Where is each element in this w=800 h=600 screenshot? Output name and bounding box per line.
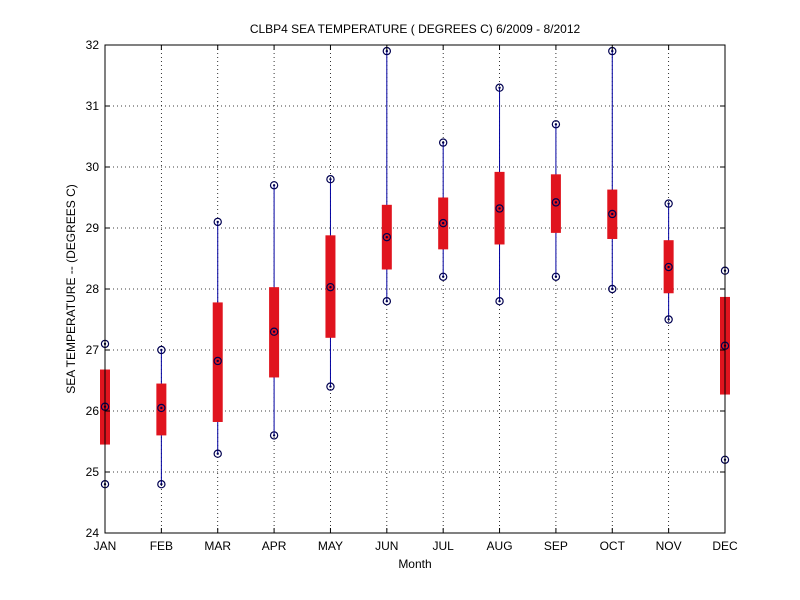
max-marker-dot bbox=[272, 184, 276, 187]
median-marker bbox=[157, 403, 166, 413]
x-tick-label: SEP bbox=[544, 539, 568, 553]
median-marker bbox=[382, 232, 392, 242]
x-tick-label: JUN bbox=[375, 539, 398, 553]
median-marker bbox=[551, 198, 561, 207]
max-marker bbox=[269, 181, 279, 190]
min-marker bbox=[269, 431, 279, 440]
min-marker-dot bbox=[441, 275, 445, 278]
x-tick-label: MAY bbox=[318, 539, 343, 553]
y-tick-label: 24 bbox=[86, 526, 100, 540]
median-marker bbox=[326, 282, 335, 292]
max-marker bbox=[438, 138, 448, 147]
min-marker-dot bbox=[385, 300, 389, 303]
max-marker-dot bbox=[160, 348, 163, 352]
max-marker-dot bbox=[385, 49, 389, 53]
median-marker-dot bbox=[216, 359, 219, 363]
y-tick-label: 32 bbox=[86, 38, 100, 52]
median-marker-dot bbox=[611, 212, 614, 216]
grid-lines bbox=[105, 45, 725, 533]
max-marker bbox=[326, 174, 335, 184]
median-marker-dot bbox=[385, 235, 389, 239]
median-marker-dot bbox=[441, 221, 445, 225]
box bbox=[212, 302, 223, 422]
max-marker-dot bbox=[329, 178, 332, 181]
boxes bbox=[100, 171, 730, 445]
min-marker bbox=[326, 382, 335, 391]
y-tick-label: 27 bbox=[86, 343, 100, 357]
median-marker-dot bbox=[160, 406, 163, 410]
x-tick-label: APR bbox=[262, 539, 287, 553]
y-tick-label: 26 bbox=[86, 404, 100, 418]
x-tick-label: JUL bbox=[433, 539, 455, 553]
median-marker-dot bbox=[329, 285, 332, 289]
median-marker bbox=[608, 209, 617, 219]
median-marker-dot bbox=[667, 265, 670, 269]
chart-title: CLBP4 SEA TEMPERATURE ( DEGREES C) 6/200… bbox=[250, 22, 581, 36]
box bbox=[550, 174, 561, 233]
y-tick-label: 31 bbox=[86, 99, 100, 113]
max-marker bbox=[213, 217, 222, 227]
max-marker-dot bbox=[554, 123, 558, 126]
max-marker-dot bbox=[611, 49, 614, 53]
x-tick-label: OCT bbox=[600, 539, 626, 553]
y-ticks: 24 25 26 27 28 29 30 31 32 bbox=[86, 38, 725, 540]
min-marker-dot bbox=[554, 275, 558, 278]
max-marker-dot bbox=[667, 202, 670, 205]
x-tick-label: NOV bbox=[656, 539, 682, 553]
x-tick-label: JAN bbox=[94, 539, 117, 553]
median-marker bbox=[495, 204, 504, 213]
min-marker bbox=[664, 315, 673, 324]
whiskers bbox=[104, 51, 726, 485]
min-marker bbox=[382, 297, 392, 306]
x-tick-label: AUG bbox=[487, 539, 513, 553]
min-marker bbox=[438, 272, 448, 281]
max-marker-dot bbox=[498, 86, 501, 89]
max-marker-dot bbox=[441, 141, 445, 144]
x-axis-title: Month bbox=[398, 557, 431, 571]
median-marker bbox=[438, 218, 448, 228]
x-tick-label: MAR bbox=[204, 539, 231, 553]
y-tick-label: 28 bbox=[86, 282, 100, 296]
median-marker bbox=[664, 262, 673, 272]
median-marker-dot bbox=[272, 330, 276, 333]
min-marker-dot bbox=[667, 318, 670, 321]
max-marker bbox=[551, 120, 561, 129]
max-marker bbox=[664, 199, 673, 208]
min-marker-dot bbox=[160, 483, 163, 486]
min-marker bbox=[551, 272, 561, 281]
y-axis-title: SEA TEMPERATURE -- (DEGREES C) bbox=[64, 184, 78, 394]
min-marker bbox=[495, 297, 504, 306]
median-marker bbox=[269, 327, 279, 336]
max-marker bbox=[157, 345, 166, 355]
min-marker bbox=[608, 284, 617, 294]
min-marker-dot bbox=[498, 300, 501, 303]
min-marker-dot bbox=[329, 385, 332, 388]
x-tick-label: DEC bbox=[712, 539, 738, 553]
max-marker-dot bbox=[216, 220, 219, 224]
x-ticks: JAN FEB MAR APR MAY JUN JUL AUG SEP OCT NOV DEC bbox=[94, 45, 738, 553]
min-marker bbox=[213, 449, 222, 458]
y-tick-label: 29 bbox=[86, 221, 100, 235]
x-tick-label: FEB bbox=[150, 539, 173, 553]
y-tick-label: 25 bbox=[86, 465, 100, 479]
min-marker-dot bbox=[216, 452, 219, 455]
min-marker bbox=[157, 480, 166, 489]
markers bbox=[100, 46, 730, 489]
median-marker-dot bbox=[554, 201, 558, 204]
min-marker-dot bbox=[272, 434, 276, 437]
y-tick-label: 30 bbox=[86, 160, 100, 174]
max-marker bbox=[495, 83, 504, 92]
box bbox=[156, 383, 167, 436]
median-marker-dot bbox=[498, 207, 501, 210]
median-marker bbox=[213, 356, 222, 366]
min-marker-dot bbox=[611, 287, 614, 291]
